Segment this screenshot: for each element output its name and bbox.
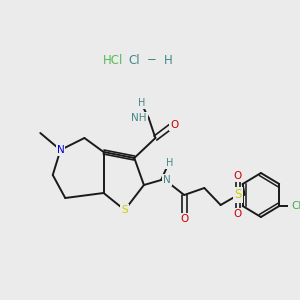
Text: O: O: [170, 120, 179, 130]
Text: O: O: [180, 214, 188, 224]
Text: S: S: [234, 188, 242, 202]
Text: H: H: [138, 98, 146, 108]
Text: −: −: [147, 53, 157, 67]
Text: N: N: [57, 145, 64, 155]
Text: H: H: [166, 158, 173, 168]
Text: Cl: Cl: [291, 201, 300, 211]
Text: H: H: [164, 53, 172, 67]
Text: S: S: [122, 205, 128, 215]
Text: N: N: [163, 175, 171, 185]
Text: O: O: [234, 171, 242, 181]
Text: NH: NH: [131, 113, 147, 123]
Text: O: O: [234, 209, 242, 219]
Text: HCl: HCl: [103, 53, 123, 67]
Text: Cl: Cl: [128, 53, 140, 67]
